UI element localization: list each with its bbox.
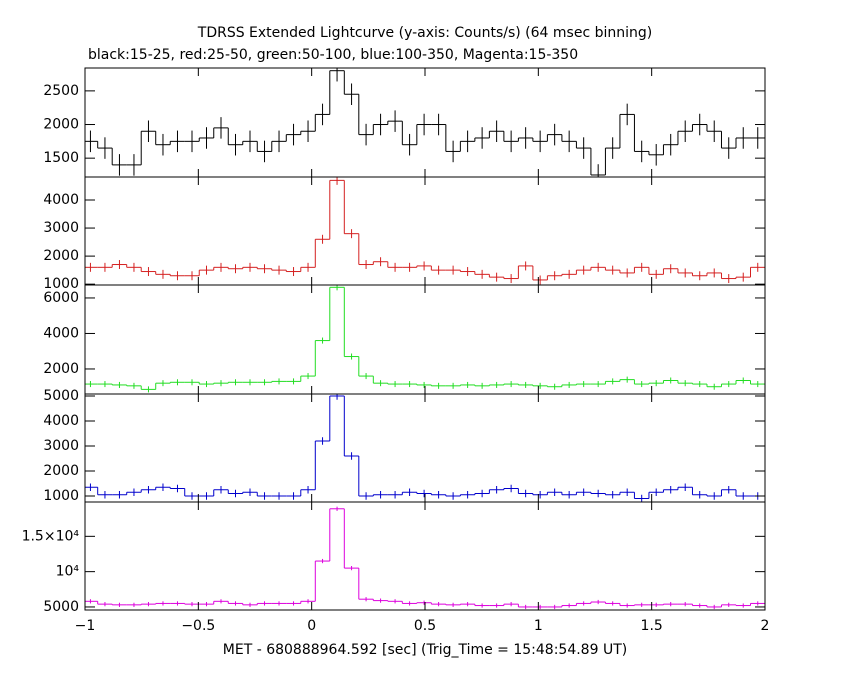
panel [85, 177, 765, 285]
y-tick-label: 4000 [43, 192, 79, 208]
x-tick-label: −1 [75, 618, 96, 634]
panel [85, 394, 765, 502]
y-tick-label: 6000 [43, 290, 79, 306]
panel [85, 68, 765, 177]
x-tick-label: 1.5 [641, 618, 663, 634]
y-tick-label: 2000 [43, 463, 79, 479]
y-tick-label: 2000 [43, 361, 79, 377]
chart-subtitle: black:15-25, red:25-50, green:50-100, bl… [88, 47, 578, 63]
y-tick-label: 1000 [43, 488, 79, 504]
chart-title: TDRSS Extended Lightcurve (y-axis: Count… [197, 25, 652, 41]
x-axis-label: MET - 680888964.592 [sec] (Trig_Time = 1… [223, 642, 627, 658]
y-tick-label: 2000 [43, 248, 79, 264]
y-tick-label: 10⁴ [56, 564, 80, 580]
x-tick-label: 0 [307, 618, 316, 634]
panel [85, 506, 765, 610]
y-tick-label: 4000 [43, 325, 79, 341]
y-tick-label: 5000 [43, 388, 79, 404]
y-tick-label: 3000 [43, 220, 79, 236]
y-tick-label: 5000 [43, 599, 79, 615]
y-tick-label: 1000 [43, 276, 79, 292]
x-tick-label: 1 [534, 618, 543, 634]
y-tick-label: 2500 [43, 83, 79, 99]
y-tick-label: 1500 [43, 150, 79, 166]
x-tick-label: 2 [761, 618, 770, 634]
x-tick-label: 0.5 [414, 618, 436, 634]
y-tick-label: 2000 [43, 117, 79, 133]
y-tick-label: 1.5×10⁴ [22, 528, 80, 544]
x-tick-label: −0.5 [181, 618, 215, 634]
y-tick-label: 3000 [43, 438, 79, 454]
y-tick-label: 4000 [43, 413, 79, 429]
